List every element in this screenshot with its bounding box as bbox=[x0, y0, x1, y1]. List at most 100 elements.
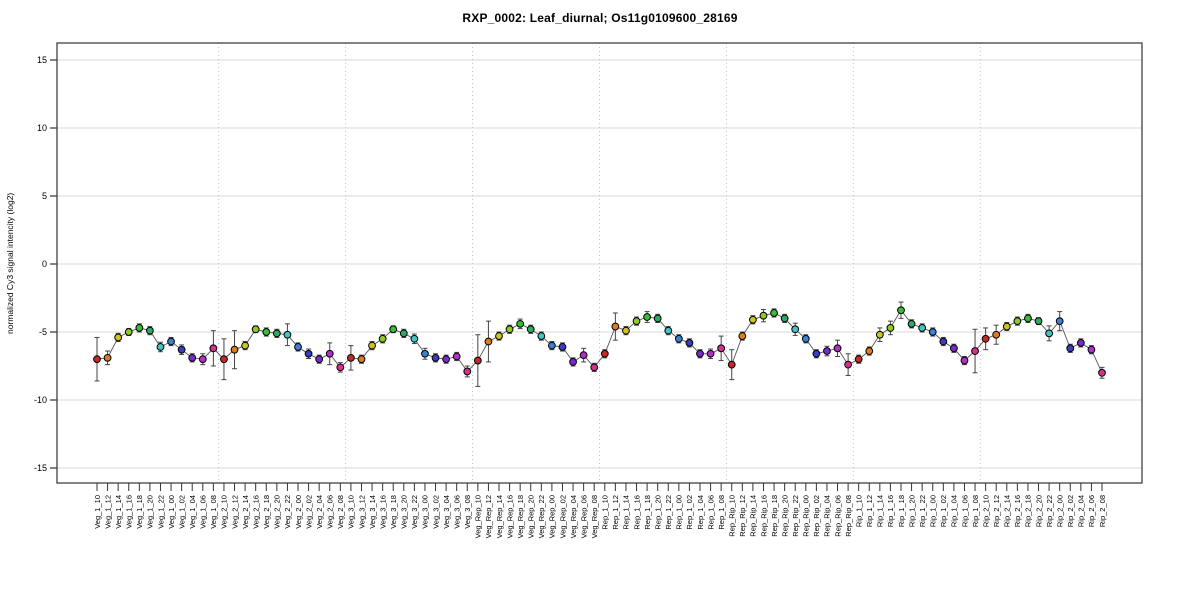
x-tick-label: Rip_2_20 bbox=[1034, 495, 1043, 527]
x-tick-label: Veg_3_10 bbox=[347, 495, 356, 529]
x-tick-label: Veg_3_14 bbox=[368, 495, 377, 529]
data-point bbox=[791, 325, 800, 334]
x-tick-label: Rip_1_14 bbox=[876, 495, 885, 527]
data-point bbox=[823, 347, 831, 355]
x-tick-label: Rep_1_04 bbox=[696, 495, 705, 530]
data-point bbox=[971, 347, 979, 355]
x-tick-label: Rep_1_06 bbox=[706, 495, 715, 530]
x-tick-label: Rep_Rip_22 bbox=[791, 495, 800, 537]
data-point bbox=[399, 329, 408, 338]
y-tick-label: -5 bbox=[39, 327, 47, 337]
x-tick-label: Rep_1_12 bbox=[611, 495, 620, 530]
x-tick-label: Rip_1_18 bbox=[897, 495, 906, 527]
x-tick-label: Rip_1_20 bbox=[907, 495, 916, 527]
x-tick-label: Veg_Rep_12 bbox=[484, 495, 493, 538]
x-tick-label: Rip_2_18 bbox=[1024, 495, 1033, 527]
x-tick-label: Rip_1_00 bbox=[929, 495, 938, 527]
x-tick-label: Veg_2_20 bbox=[273, 495, 282, 529]
x-tick-label: Rip_2_04 bbox=[1077, 495, 1086, 527]
x-tick-label: Rip_2_02 bbox=[1066, 495, 1075, 527]
data-point bbox=[569, 358, 577, 366]
x-tick-label: Rip_1_06 bbox=[960, 495, 969, 527]
data-point bbox=[1066, 344, 1075, 353]
data-point bbox=[696, 349, 704, 358]
x-tick-label: Veg_1_14 bbox=[114, 495, 123, 529]
x-tick-label: Veg_3_22 bbox=[410, 495, 419, 529]
data-point bbox=[262, 328, 271, 336]
data-point bbox=[674, 334, 683, 343]
x-tick-label: Veg_2_06 bbox=[326, 495, 335, 529]
data-point bbox=[516, 319, 525, 328]
x-tick-label: Rep_Rip_16 bbox=[759, 495, 768, 537]
data-point bbox=[579, 351, 588, 360]
data-point bbox=[156, 343, 165, 351]
data-point bbox=[717, 344, 726, 353]
data-point bbox=[283, 330, 292, 339]
x-tick-label: Veg_Rep_16 bbox=[505, 495, 514, 538]
data-point bbox=[473, 356, 482, 365]
chart-title: RXP_0002: Leaf_diurnal; Os11g0109600_281… bbox=[462, 11, 738, 25]
x-tick-label: Rip_2_10 bbox=[981, 495, 990, 527]
x-tick-label: Veg_3_20 bbox=[400, 495, 409, 529]
data-point bbox=[801, 334, 810, 343]
x-tick-label: Veg_3_02 bbox=[431, 495, 440, 529]
data-point bbox=[145, 326, 154, 335]
x-tick-label: Veg_Rep_04 bbox=[569, 495, 578, 538]
data-point bbox=[251, 325, 260, 334]
data-point bbox=[949, 344, 958, 353]
x-tick-label: Rip_2_00 bbox=[1055, 495, 1064, 527]
x-tick-label: Rep_Rip_14 bbox=[749, 495, 758, 537]
data-point bbox=[177, 345, 186, 354]
data-point bbox=[114, 333, 123, 342]
x-tick-label: Rip_2_12 bbox=[992, 495, 1001, 527]
x-tick-label: Rep_Rip_08 bbox=[844, 495, 853, 537]
x-tick-label: Rip_2_14 bbox=[1003, 495, 1012, 527]
data-point bbox=[209, 344, 218, 353]
data-point bbox=[875, 330, 884, 339]
x-tick-label: Rip_1_12 bbox=[865, 495, 874, 527]
data-point bbox=[1076, 338, 1085, 347]
data-point bbox=[886, 324, 895, 332]
data-point bbox=[780, 314, 789, 323]
data-point bbox=[452, 352, 461, 361]
x-tick-label: Veg_1_18 bbox=[135, 495, 144, 529]
x-tick-label: Rip_1_10 bbox=[854, 495, 863, 527]
data-point bbox=[664, 326, 673, 335]
x-tick-label: Veg_1_10 bbox=[93, 495, 102, 529]
data-point bbox=[315, 355, 324, 364]
data-point bbox=[410, 334, 419, 343]
data-point bbox=[653, 314, 662, 323]
data-point bbox=[442, 355, 451, 364]
data-point bbox=[590, 363, 599, 372]
y-tick-label: -15 bbox=[34, 463, 47, 473]
data-point bbox=[220, 355, 228, 364]
x-tick-label: Rep_Rip_10 bbox=[728, 495, 737, 537]
data-point bbox=[1002, 322, 1011, 331]
data-point bbox=[188, 353, 197, 362]
x-tick-label: Veg_Rep_18 bbox=[516, 495, 525, 538]
data-point bbox=[421, 349, 429, 358]
data-point bbox=[124, 328, 133, 336]
data-point bbox=[336, 363, 345, 372]
data-point bbox=[918, 324, 927, 332]
data-point bbox=[1024, 314, 1032, 323]
x-tick-label: Veg_1_08 bbox=[209, 495, 218, 529]
x-tick-label: Veg_1_04 bbox=[188, 495, 197, 529]
data-point bbox=[346, 353, 355, 362]
x-tick-label: Rip_1_02 bbox=[939, 495, 948, 527]
x-tick-label: Rep_1_00 bbox=[675, 495, 684, 530]
x-tick-label: Veg_Rep_06 bbox=[579, 495, 588, 538]
x-tick-label: Veg_3_04 bbox=[442, 495, 451, 529]
x-tick-label: Veg_Rep_22 bbox=[537, 495, 546, 538]
data-point bbox=[992, 330, 1001, 339]
x-tick-label: Veg_2_22 bbox=[283, 495, 292, 529]
x-tick-label: Veg_3_08 bbox=[463, 495, 472, 529]
x-tick-label: Rip_2_06 bbox=[1087, 495, 1096, 527]
data-point bbox=[706, 349, 715, 358]
x-tick-label: Rip_2_16 bbox=[1013, 495, 1022, 527]
data-point bbox=[357, 355, 366, 364]
data-point bbox=[812, 349, 821, 358]
x-tick-label: Veg_Rep_20 bbox=[527, 495, 536, 538]
